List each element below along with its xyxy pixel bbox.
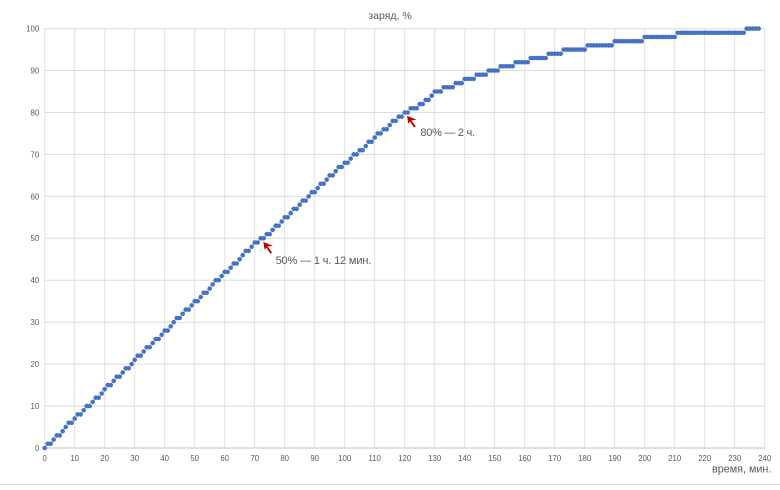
svg-text:180: 180 [578,454,592,463]
svg-text:30: 30 [130,454,139,463]
svg-text:200: 200 [638,454,652,463]
svg-text:220: 220 [698,454,712,463]
svg-text:10: 10 [70,454,79,463]
svg-text:210: 210 [668,454,682,463]
svg-text:170: 170 [548,454,562,463]
svg-text:110: 110 [368,454,381,463]
svg-text:0: 0 [35,444,40,453]
svg-text:20: 20 [31,360,40,369]
svg-text:50: 50 [190,454,199,463]
svg-text:60: 60 [31,192,40,201]
svg-text:230: 230 [728,454,742,463]
svg-text:0: 0 [43,454,48,463]
svg-text:50% — 1 ч. 12 мин.: 50% — 1 ч. 12 мин. [276,255,372,267]
svg-text:время, мин.: время, мин. [712,464,771,476]
svg-text:100: 100 [338,454,352,463]
svg-text:40: 40 [31,276,40,285]
svg-text:160: 160 [518,454,532,463]
svg-text:90: 90 [31,66,40,75]
svg-text:10: 10 [31,402,40,411]
svg-text:70: 70 [250,454,259,463]
svg-text:80% — 2 ч.: 80% — 2 ч. [420,127,475,139]
svg-text:130: 130 [428,454,442,463]
svg-text:40: 40 [160,454,169,463]
svg-text:70: 70 [31,150,40,159]
svg-text:140: 140 [458,454,472,463]
svg-text:120: 120 [398,454,412,463]
svg-text:50: 50 [31,234,40,243]
svg-text:60: 60 [220,454,229,463]
svg-text:100: 100 [26,25,40,34]
svg-text:90: 90 [310,454,319,463]
svg-text:30: 30 [31,318,40,327]
svg-text:150: 150 [488,454,502,463]
svg-text:240: 240 [758,454,772,463]
svg-text:заряд, %: заряд, % [368,10,411,22]
svg-text:20: 20 [100,454,109,463]
svg-text:80: 80 [31,108,40,117]
svg-text:190: 190 [608,454,622,463]
svg-text:80: 80 [280,454,289,463]
